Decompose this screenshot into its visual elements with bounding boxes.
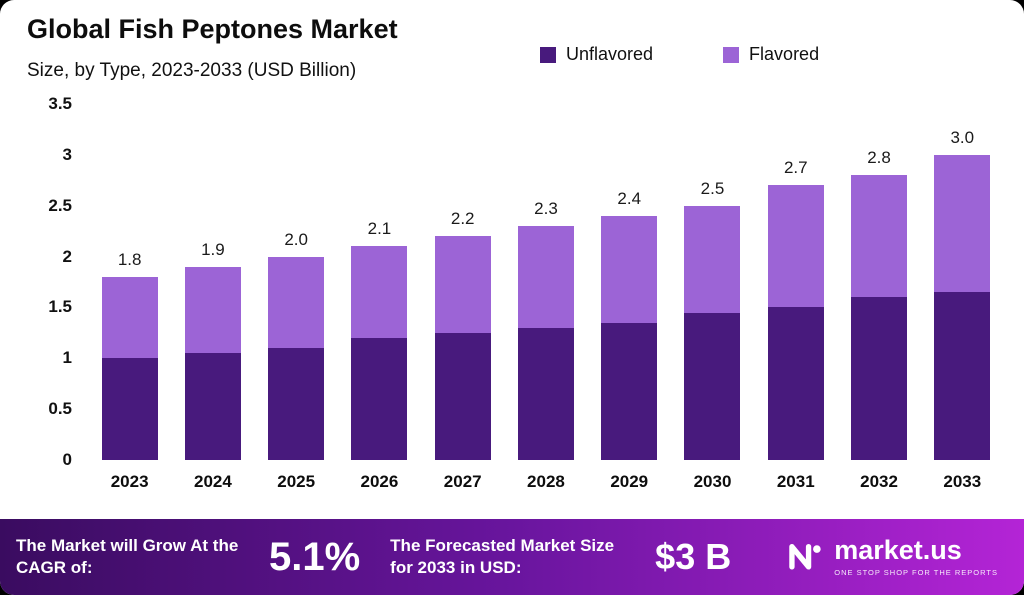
x-axis-label: 2028 bbox=[527, 472, 565, 491]
bar-segment-flavored bbox=[434, 236, 491, 333]
legend-swatch-flavored bbox=[723, 46, 740, 63]
bar-total-label: 3.0 bbox=[950, 127, 975, 147]
bar-segment-flavored bbox=[934, 154, 991, 293]
bar-total-label: 2.1 bbox=[367, 219, 392, 239]
legend: Unflavored Flavored bbox=[540, 44, 819, 65]
bar-stack bbox=[684, 205, 741, 460]
y-tick-label: 3 bbox=[62, 144, 72, 164]
stacked-bar-chart: 0 0.5 1 1.5 2 2.5 3 3.5 1.8 1.9 2.0 2.1 2.2 2.3 2.4 2.… bbox=[24, 94, 1004, 469]
y-tick-label: 0.5 bbox=[48, 399, 72, 419]
bar-total-label: 2.8 bbox=[867, 148, 891, 168]
x-axis: 2023 2024 2025 2026 2027 2028 2029 2030 2031 2032… bbox=[88, 472, 1004, 492]
y-tick-label: 1 bbox=[62, 348, 72, 368]
bar-stack bbox=[101, 276, 158, 460]
bar-group: 1.9 bbox=[171, 104, 254, 460]
bar-group: 2.2 bbox=[421, 104, 504, 460]
bar-segment-flavored bbox=[684, 205, 741, 313]
y-tick-label: 3.5 bbox=[48, 94, 72, 113]
page-title: Global Fish Peptones Market bbox=[27, 14, 398, 44]
forecast-label: The Forecasted Market Size for 2033 in U… bbox=[390, 535, 615, 577]
x-axis-label: 2024 bbox=[193, 472, 232, 491]
legend-item-flavored: Flavored bbox=[723, 44, 819, 65]
bar-segment-flavored bbox=[517, 226, 574, 328]
bar-segment-unflavored bbox=[767, 307, 824, 460]
bar-group: 2.7 bbox=[754, 104, 837, 460]
bar-segment-flavored bbox=[351, 246, 408, 338]
bar-stack bbox=[517, 226, 574, 460]
brand-block: market.us ONE STOP SHOP FOR THE REPORTS bbox=[786, 536, 1008, 579]
bar-segment-unflavored bbox=[517, 327, 574, 460]
bar-total-label: 1.8 bbox=[117, 249, 142, 269]
x-axis-label: 2032 bbox=[860, 472, 898, 491]
bar-segment-unflavored bbox=[601, 322, 658, 460]
bar-segment-unflavored bbox=[434, 332, 491, 460]
bar-stack bbox=[351, 246, 408, 460]
legend-swatch-unflavored bbox=[540, 46, 556, 63]
bar-segment-unflavored bbox=[684, 312, 741, 460]
bar-total-label: 1.9 bbox=[201, 239, 225, 259]
legend-label-unflavored: Unflavored bbox=[566, 44, 654, 64]
x-axis-label: 2023 bbox=[110, 472, 149, 491]
market-us-logo-icon bbox=[786, 536, 824, 579]
legend-item-unflavored: Unflavored bbox=[540, 44, 653, 65]
bar-segment-flavored bbox=[184, 266, 241, 354]
bar-stack bbox=[934, 154, 991, 460]
bar-group: 2.0 bbox=[255, 104, 338, 460]
x-axis-label: 2033 bbox=[943, 472, 982, 491]
x-axis-label: 2030 bbox=[693, 472, 732, 491]
brand-name: market.us bbox=[834, 535, 962, 565]
bar-group: 3.0 bbox=[921, 104, 1004, 460]
bar-group: 1.8 bbox=[88, 104, 171, 460]
x-axis-label: 2027 bbox=[443, 472, 482, 491]
brand-tagline: ONE STOP SHOP FOR THE REPORTS bbox=[834, 568, 998, 577]
bar-segment-flavored bbox=[268, 256, 325, 349]
bar-group: 2.5 bbox=[671, 104, 754, 460]
bar-segment-flavored bbox=[601, 215, 658, 323]
bar-stack bbox=[268, 256, 325, 460]
plot-area: 1.8 1.9 2.0 2.1 2.2 2.3 2.4 2.5 2.7 2.8 3.0 bbox=[88, 104, 1004, 460]
bar-group: 2.3 bbox=[504, 104, 587, 460]
x-axis-label: 2029 bbox=[610, 472, 649, 491]
y-tick-label: 0 bbox=[62, 450, 72, 469]
y-tick-label: 2.5 bbox=[48, 195, 72, 215]
y-tick-label: 2 bbox=[62, 246, 72, 266]
chart-subtitle: Size, by Type, 2023-2033 (USD Billion) bbox=[27, 60, 357, 81]
y-axis: 0 0.5 1 1.5 2 2.5 3 3.5 bbox=[24, 94, 80, 469]
bar-stack bbox=[767, 185, 824, 460]
legend-label-flavored: Flavored bbox=[749, 44, 820, 64]
bar-segment-unflavored bbox=[851, 297, 908, 460]
x-axis-label: 2025 bbox=[277, 472, 316, 491]
bar-total-label: 2.0 bbox=[284, 229, 308, 249]
bar-segment-unflavored bbox=[101, 358, 158, 460]
bar-stack bbox=[601, 215, 658, 460]
bar-total-label: 2.2 bbox=[450, 209, 475, 229]
bar-segment-unflavored bbox=[268, 348, 325, 460]
bar-segment-flavored bbox=[767, 185, 824, 308]
cagr-value: 5.1% bbox=[269, 534, 361, 579]
bar-total-label: 2.3 bbox=[534, 199, 558, 219]
bar-segment-flavored bbox=[851, 175, 908, 298]
bar-segment-unflavored bbox=[351, 337, 408, 460]
cagr-label: The Market will Grow At the CAGR of: bbox=[16, 535, 239, 577]
bar-total-label: 2.5 bbox=[700, 178, 725, 198]
bar-total-label: 2.4 bbox=[617, 188, 642, 208]
forecast-value: $3 B bbox=[655, 536, 732, 577]
bar-segment-unflavored bbox=[934, 292, 991, 460]
x-axis-label: 2026 bbox=[360, 472, 399, 491]
bar-stack bbox=[851, 175, 908, 460]
bar-segment-flavored bbox=[101, 276, 158, 359]
x-axis-label: 2031 bbox=[776, 472, 815, 491]
bar-stack bbox=[434, 236, 491, 460]
bar-total-label: 2.7 bbox=[783, 158, 808, 178]
bar-group: 2.8 bbox=[837, 104, 920, 460]
bar-group: 2.4 bbox=[588, 104, 671, 460]
bar-segment-unflavored bbox=[184, 353, 241, 460]
bar-group: 2.1 bbox=[338, 104, 421, 460]
bar-stack bbox=[184, 266, 241, 460]
y-tick-label: 1.5 bbox=[48, 297, 72, 317]
bottom-banner: The Market will Grow At the CAGR of: 5.1… bbox=[0, 519, 1024, 595]
